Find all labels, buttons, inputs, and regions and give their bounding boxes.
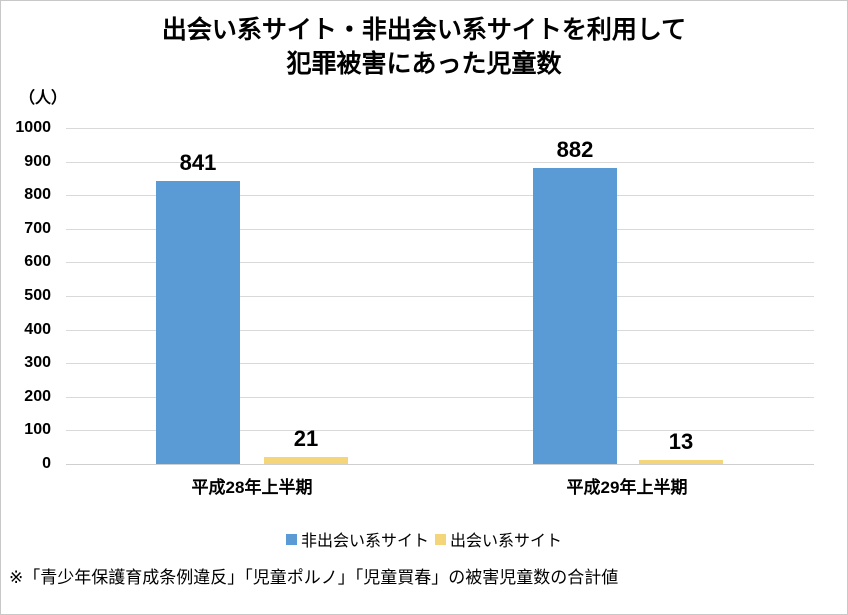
y-tick-label: 600: [24, 253, 51, 271]
bar-non-dating-1: [533, 167, 617, 464]
y-tick-label: 900: [24, 152, 51, 170]
gridline: [66, 329, 814, 331]
legend-label-dating: 出会い系サイト: [450, 533, 563, 550]
gridline: [66, 363, 814, 365]
data-label: 882: [556, 136, 594, 162]
gridline: [66, 161, 814, 163]
y-axis-unit-label: （人）: [19, 90, 68, 107]
bar-dating-1: [639, 459, 723, 464]
y-tick-label: 0: [42, 455, 51, 472]
bar-dating-0: [264, 456, 348, 464]
y-tick-label: 400: [24, 320, 51, 338]
legend: 非出会い系サイト 出会い系サイト: [1, 527, 847, 551]
legend-item-non-dating: 非出会い系サイト: [285, 527, 429, 551]
legend-swatch-dating-icon: [435, 533, 446, 545]
data-label: 841: [179, 150, 217, 176]
gridline: [66, 430, 814, 432]
gridline: [66, 195, 814, 197]
x-category-label: 平成28年上半期: [191, 478, 313, 497]
y-tick-label: 200: [24, 387, 51, 405]
gridline: [66, 128, 814, 129]
y-tick-label: 700: [24, 219, 51, 237]
chart-title-line2: 犯罪被害にあった児童数: [286, 50, 562, 78]
gridline: [66, 262, 814, 264]
gridline: [66, 228, 814, 230]
x-axis-line: [66, 464, 814, 465]
y-tick-label: 100: [24, 421, 51, 439]
gridline: [66, 396, 814, 398]
y-tick-label: 300: [24, 354, 51, 372]
legend-item-dating: 出会い系サイト: [435, 527, 562, 551]
legend-label-non-dating: 非出会い系サイト: [300, 533, 429, 550]
x-category-label: 平成29年上半期: [566, 478, 688, 497]
y-tick-label: 500: [24, 287, 51, 304]
chart-title-line1: 出会い系サイト・非出会い系サイトを利用して: [161, 16, 687, 44]
gridline: [66, 296, 814, 297]
y-tick-label: 800: [24, 186, 51, 204]
legend-swatch-non-dating-icon: [285, 533, 297, 545]
data-label: 13: [668, 428, 694, 454]
data-label: 21: [293, 425, 319, 451]
footnote: ※「青少年保護育成条例違反」「児童ポルノ」「児童買春」の被害児童数の合計値: [9, 568, 619, 587]
bar-non-dating-0: [156, 181, 240, 464]
y-tick-label: 1000: [15, 119, 51, 136]
